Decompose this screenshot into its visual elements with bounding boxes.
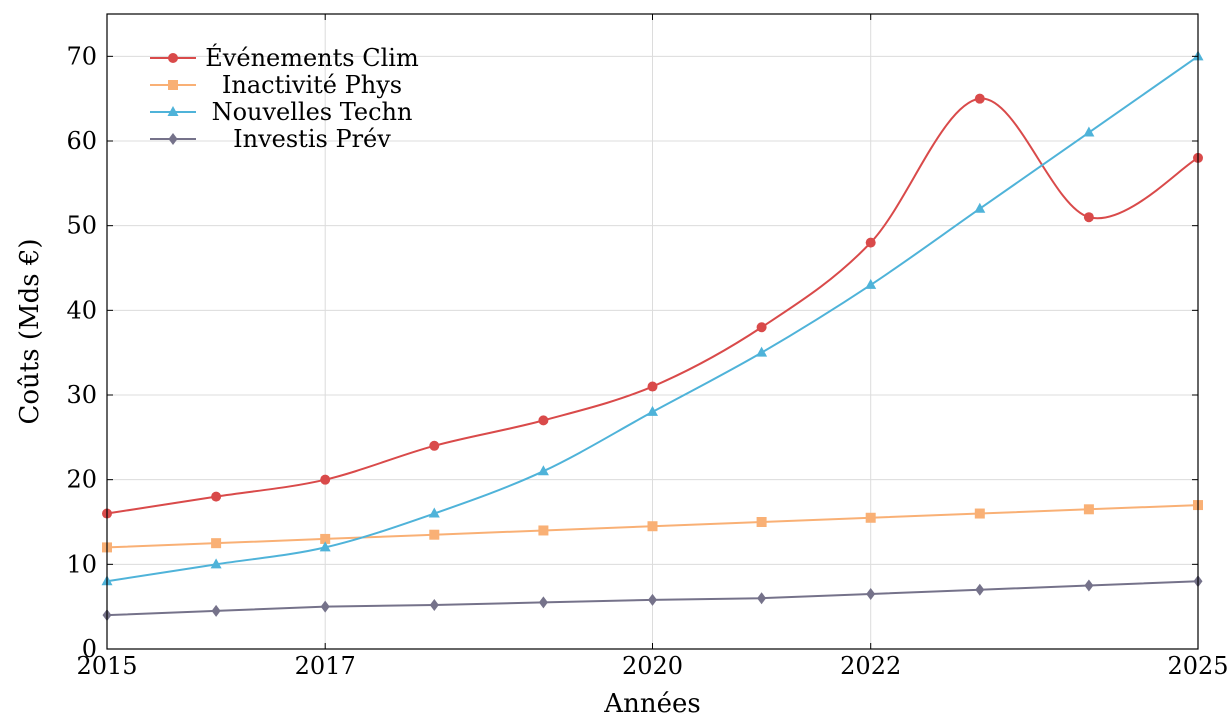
data-point bbox=[211, 538, 222, 549]
data-point bbox=[428, 507, 440, 518]
y-tick-label: 40 bbox=[66, 296, 97, 324]
data-point bbox=[757, 592, 767, 605]
series-1 bbox=[102, 93, 1203, 519]
legend-label: Événements Clim bbox=[205, 43, 419, 72]
data-point bbox=[319, 541, 331, 552]
data-point bbox=[429, 529, 440, 540]
data-point bbox=[647, 405, 658, 416]
legend-item: Événements Clim bbox=[150, 43, 419, 72]
legend-marker bbox=[167, 106, 179, 116]
legend-item: Investis Prév bbox=[150, 125, 391, 153]
data-point bbox=[865, 278, 877, 289]
y-tick-label: 10 bbox=[66, 550, 97, 578]
x-tick-label: 2015 bbox=[76, 652, 137, 680]
data-point bbox=[211, 604, 221, 617]
axis-ticks: 0 10 20 30 40 50 60 70 2015 2017 2020 2022 2025 bbox=[66, 14, 1229, 680]
y-tick-label: 30 bbox=[66, 381, 97, 409]
data-point bbox=[865, 237, 876, 248]
data-point bbox=[647, 381, 658, 392]
data-point bbox=[648, 593, 657, 606]
data-point bbox=[320, 600, 330, 613]
data-point bbox=[974, 93, 985, 104]
series-4 bbox=[102, 575, 1203, 622]
y-tick-label: 60 bbox=[66, 127, 97, 155]
series-line bbox=[106, 55, 1199, 583]
data-point bbox=[974, 508, 985, 519]
series-3 bbox=[101, 50, 1204, 586]
y-tick-label: 50 bbox=[66, 212, 97, 240]
data-point bbox=[756, 322, 767, 333]
data-point bbox=[429, 440, 440, 451]
data-point bbox=[211, 491, 222, 502]
x-tick-label: 2025 bbox=[1167, 652, 1228, 680]
x-tick-label: 2022 bbox=[840, 652, 901, 680]
data-point bbox=[320, 533, 331, 544]
legend-label: Nouvelles Techn bbox=[212, 98, 413, 126]
data-point bbox=[1083, 126, 1095, 137]
data-point bbox=[865, 512, 876, 523]
y-tick-label: 70 bbox=[66, 42, 97, 70]
data-point bbox=[538, 415, 549, 426]
y-axis-title: Coûts (Mds €) bbox=[15, 238, 45, 424]
data-point bbox=[756, 517, 767, 527]
x-tick-label: 2020 bbox=[622, 652, 683, 680]
data-point bbox=[866, 587, 876, 600]
series-line bbox=[106, 97, 1199, 515]
data-point bbox=[429, 598, 439, 611]
x-axis-title: Années bbox=[603, 689, 700, 719]
data-point bbox=[975, 583, 985, 596]
legend-marker bbox=[168, 80, 178, 90]
data-point bbox=[1083, 212, 1094, 223]
series-group bbox=[101, 50, 1204, 622]
data-point bbox=[538, 525, 549, 536]
y-tick-label: 0 bbox=[82, 635, 97, 663]
data-point bbox=[210, 558, 222, 569]
legend-label: Investis Prév bbox=[233, 125, 391, 153]
legend-item: Nouvelles Techn bbox=[150, 98, 412, 126]
data-point bbox=[320, 474, 331, 485]
data-point bbox=[538, 596, 548, 609]
legend-marker bbox=[168, 133, 178, 145]
legend-label: Inactivité Phys bbox=[222, 71, 402, 99]
data-point bbox=[974, 202, 986, 213]
legend-marker bbox=[168, 53, 178, 63]
data-point bbox=[1083, 504, 1094, 515]
data-point bbox=[537, 465, 549, 476]
legend-item: Inactivité Phys bbox=[150, 71, 402, 99]
data-point bbox=[647, 521, 658, 532]
x-tick-label: 2017 bbox=[295, 652, 356, 680]
data-point bbox=[756, 346, 768, 357]
y-tick-label: 20 bbox=[66, 466, 97, 494]
data-point bbox=[1084, 579, 1094, 592]
